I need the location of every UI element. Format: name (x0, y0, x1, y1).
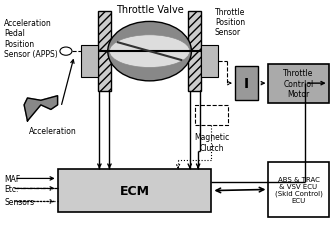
Text: I: I (244, 77, 249, 91)
Bar (98, 12, 111, 92)
Bar (268, 162, 329, 217)
Ellipse shape (108, 22, 192, 82)
Text: Acceleration: Acceleration (29, 126, 77, 135)
Bar (188, 12, 202, 92)
Text: Throttle
Position
Sensor: Throttle Position Sensor (215, 8, 245, 37)
Bar (195, 105, 228, 126)
Ellipse shape (110, 36, 190, 68)
Bar (81, 46, 98, 78)
Text: Throttle Valve: Throttle Valve (116, 5, 183, 15)
Bar (268, 64, 329, 103)
Polygon shape (24, 96, 57, 121)
Text: Etc.: Etc. (4, 184, 18, 193)
Bar (235, 67, 258, 101)
Bar (57, 169, 211, 212)
Text: MAF: MAF (4, 174, 20, 183)
Text: ABS & TRAC
& VSV ECU
(Skid Control)
ECU: ABS & TRAC & VSV ECU (Skid Control) ECU (275, 176, 323, 203)
Text: Magnetic
Clutch: Magnetic Clutch (194, 133, 229, 152)
Text: Acceleration
Pedal
Position
Sensor (APPS): Acceleration Pedal Position Sensor (APPS… (4, 19, 58, 59)
Text: Throttle
Contrlol
Motor: Throttle Contrlol Motor (283, 69, 314, 99)
Bar (202, 46, 218, 78)
Text: ECM: ECM (120, 184, 150, 197)
Text: Sensors: Sensors (4, 197, 34, 206)
